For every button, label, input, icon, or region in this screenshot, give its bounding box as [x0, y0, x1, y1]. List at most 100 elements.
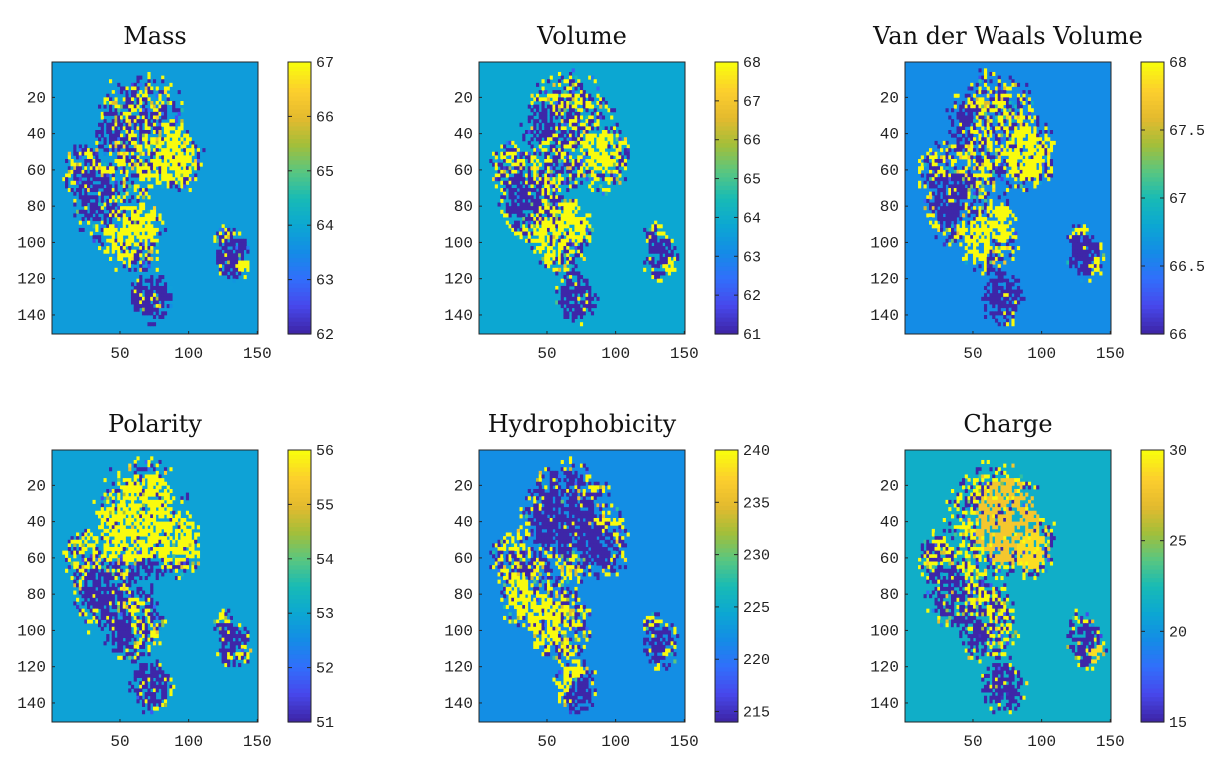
colorbar-segment [715, 215, 738, 220]
heatmap-cell [920, 166, 924, 171]
heatmap-cell [106, 499, 110, 504]
heatmap-cell [568, 242, 573, 247]
heatmap-cell [560, 93, 564, 98]
heatmap-cell [136, 227, 140, 232]
heatmap-cell [1000, 293, 1004, 298]
heatmap-cell [997, 224, 1001, 229]
heatmap-cell [994, 242, 999, 247]
x-tick-label: 150 [670, 345, 699, 363]
heatmap-cell [111, 503, 115, 508]
heatmap-cell [125, 231, 129, 236]
heatmap-cell [670, 249, 674, 254]
heatmap-cell [147, 71, 151, 76]
heatmap-cell [150, 111, 154, 116]
heatmap-cell [953, 209, 957, 214]
heatmap-cell [87, 159, 91, 164]
heatmap-cell [133, 133, 137, 138]
heatmap-cell [235, 267, 239, 272]
heatmap-cell [945, 166, 949, 171]
heatmap-cell [1088, 260, 1092, 265]
heatmap-cell [119, 140, 124, 145]
heatmap-cell [152, 314, 157, 319]
heatmap-cell [607, 180, 611, 185]
heatmap-cell [552, 217, 556, 222]
heatmap-cell [87, 528, 91, 533]
heatmap-cell [667, 242, 671, 247]
heatmap-cell [78, 151, 82, 156]
heatmap-cell [81, 547, 85, 552]
heatmap-cell [128, 220, 132, 225]
heatmap-cell [84, 195, 88, 200]
heatmap-cell [975, 162, 979, 167]
heatmap-cell [1041, 151, 1045, 156]
heatmap-cell [997, 151, 1001, 156]
heatmap-cell [155, 159, 159, 164]
heatmap-cell [133, 253, 137, 258]
heatmap-cell [73, 565, 77, 570]
heatmap-cell [544, 90, 548, 95]
y-tick-label: 60 [880, 162, 899, 180]
heatmap-cell [158, 122, 162, 127]
heatmap-cell [992, 293, 996, 298]
heatmap-cell [163, 311, 168, 316]
heatmap-cell [571, 82, 575, 87]
heatmap-cell [577, 296, 581, 301]
heatmap-cell [986, 256, 990, 261]
heatmap-cell [1025, 166, 1029, 171]
heatmap-cell [986, 238, 990, 243]
heatmap-cell [183, 565, 187, 570]
heatmap-cell [961, 195, 966, 200]
heatmap-cell [588, 213, 592, 218]
heatmap-cell [555, 104, 559, 109]
colorbar-tick-label: 67 [1169, 191, 1187, 208]
heatmap-cell [1019, 144, 1023, 149]
heatmap-cell [538, 209, 542, 214]
heatmap-cell [555, 271, 559, 276]
heatmap-cell [108, 104, 113, 109]
heatmap-cell [544, 155, 548, 160]
heatmap-cell [119, 543, 124, 548]
heatmap-cell [122, 184, 126, 189]
heatmap-cell [100, 503, 104, 508]
heatmap-cell [177, 510, 181, 515]
heatmap-cell [152, 213, 157, 218]
heatmap-cell [106, 148, 110, 153]
heatmap-cell [972, 184, 977, 189]
heatmap-cell [152, 300, 157, 305]
heatmap-cell [92, 554, 96, 559]
heatmap-cell [527, 213, 531, 218]
heatmap-cell [180, 169, 184, 174]
heatmap-cell [552, 97, 556, 102]
heatmap-cell [1027, 140, 1032, 145]
heatmap-cell [978, 108, 982, 113]
heatmap-cell [130, 227, 135, 232]
heatmap-cell [166, 148, 170, 153]
heatmap-cell [133, 554, 137, 559]
heatmap-cell [98, 202, 102, 207]
colorbar-segment [288, 193, 311, 199]
heatmap-cell [519, 206, 523, 211]
heatmap-cell [141, 162, 146, 167]
heatmap-cell [1027, 177, 1032, 182]
heatmap-cell [648, 227, 652, 232]
heatmap-cell [970, 180, 974, 185]
heatmap-cell [169, 155, 173, 160]
heatmap-cell [100, 126, 104, 131]
heatmap-cell [147, 296, 151, 301]
heatmap-cells [918, 68, 1106, 327]
heatmap-cell [533, 198, 537, 203]
heatmap-cell [1027, 115, 1032, 120]
colorbar-segment [288, 168, 311, 174]
heatmap-cell [555, 97, 559, 102]
heatmap-cell [585, 169, 589, 174]
heatmap-cell [579, 314, 584, 319]
heatmap-cell [560, 104, 564, 109]
heatmap-cell [177, 543, 181, 548]
heatmap-cell [100, 525, 104, 530]
heatmap-cell [114, 130, 118, 135]
heatmap-cell [931, 213, 935, 218]
heatmap-cell [989, 119, 993, 124]
heatmap-cell [522, 133, 526, 138]
heatmap-cell [1088, 267, 1092, 272]
heatmap-cell [136, 507, 140, 512]
